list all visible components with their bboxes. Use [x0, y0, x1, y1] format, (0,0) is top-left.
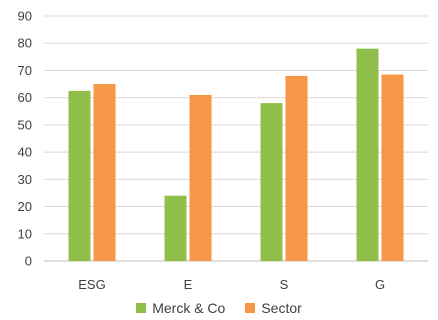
legend-swatch-merck — [136, 303, 147, 313]
x-tick-label: ESG — [78, 277, 105, 292]
legend-label-merck: Merck & Co — [152, 300, 226, 316]
bar-sector-e — [189, 94, 212, 261]
bar-merck-esg — [68, 90, 91, 261]
bar-merck-s — [260, 103, 283, 261]
bar-sector-g — [381, 74, 404, 262]
y-axis-ticks: 0 10 20 30 40 50 60 70 80 90 — [18, 9, 32, 269]
x-axis-ticks: ESG E S G — [78, 277, 385, 292]
y-tick-label: 20 — [18, 199, 32, 214]
bar-merck-g — [356, 48, 379, 261]
y-tick-label: 40 — [18, 145, 32, 160]
bar-merck-e — [164, 195, 187, 261]
y-tick-label: 10 — [18, 226, 32, 241]
y-tick-label: 70 — [18, 63, 32, 78]
legend-swatch-sector — [245, 303, 256, 313]
legend-item-merck: Merck & Co — [136, 300, 225, 316]
y-tick-label: 90 — [18, 9, 32, 24]
y-tick-label: 50 — [18, 117, 32, 132]
x-tick-label: S — [280, 277, 289, 292]
y-tick-label: 30 — [18, 172, 32, 187]
legend: Merck & Co Sector — [0, 300, 438, 316]
y-tick-label: 60 — [18, 90, 32, 105]
legend-item-sector: Sector — [245, 300, 302, 316]
bar-sector-esg — [93, 84, 116, 261]
y-tick-label: 80 — [18, 36, 32, 51]
bars — [68, 48, 404, 262]
bar-sector-s — [285, 75, 308, 261]
legend-label-sector: Sector — [261, 300, 302, 316]
y-tick-label: 0 — [25, 254, 32, 269]
x-tick-label: E — [184, 277, 193, 292]
x-tick-label: G — [375, 277, 385, 292]
